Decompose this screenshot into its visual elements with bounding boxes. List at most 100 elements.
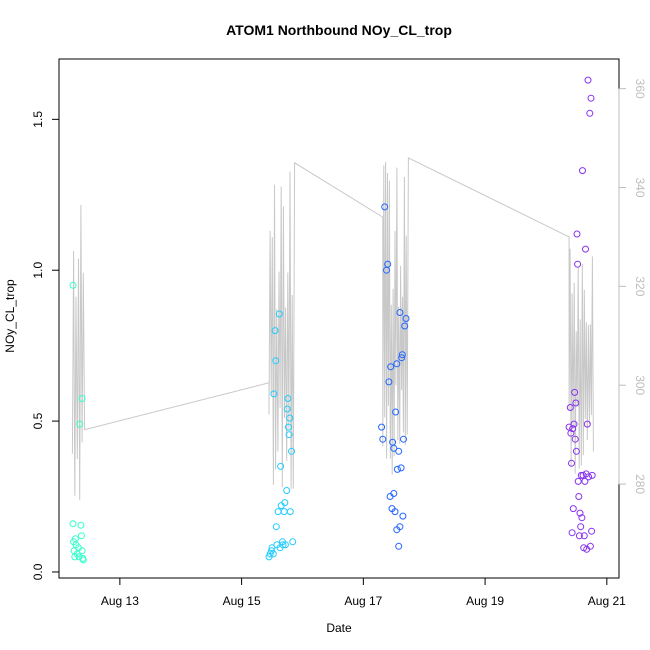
y-tick-label: 0.5	[31, 412, 45, 429]
data-point	[384, 260, 392, 268]
plot-frame	[58, 58, 620, 579]
data-point	[584, 76, 592, 84]
y-tick-label: 1.5	[31, 111, 45, 128]
data-point	[272, 523, 280, 531]
data-point	[381, 203, 389, 211]
y2-tick-label: 340	[633, 177, 647, 197]
data-point	[575, 532, 583, 540]
data-point	[396, 309, 404, 316]
data-point	[397, 464, 405, 472]
data-point	[588, 527, 596, 535]
data-point	[398, 354, 406, 362]
y2-tick-label: 320	[633, 276, 647, 296]
data-point	[281, 499, 289, 507]
data-point	[586, 542, 594, 550]
data-point	[586, 109, 594, 117]
data-point	[566, 404, 574, 411]
y2-axis: 280 300 320 340 360	[618, 79, 647, 494]
data-point	[285, 431, 293, 439]
secondary-series-line	[71, 157, 594, 501]
data-point	[274, 508, 282, 516]
data-point	[387, 363, 395, 371]
data-point	[583, 420, 591, 428]
data-point	[580, 532, 588, 540]
data-point	[378, 423, 386, 431]
data-point	[585, 473, 593, 481]
data-point	[576, 509, 584, 517]
data-point	[272, 357, 280, 365]
secondary-line-layer	[71, 157, 594, 501]
data-point	[379, 435, 387, 443]
x-tick-label: Aug 15	[223, 594, 261, 608]
data-point	[270, 390, 278, 398]
data-point	[279, 541, 287, 549]
data-point	[587, 94, 595, 102]
data-point	[271, 327, 279, 335]
data-point	[385, 378, 393, 386]
data-point	[565, 423, 573, 431]
data-point	[395, 542, 403, 550]
data-point	[78, 395, 86, 402]
data-point	[579, 167, 586, 175]
data-point	[569, 505, 577, 513]
data-point	[391, 508, 399, 516]
y-axis: 0.0 0.5 1.0 1.5	[31, 111, 60, 580]
data-point	[288, 447, 295, 455]
data-point	[572, 399, 580, 407]
data-point	[577, 523, 585, 531]
data-point	[78, 547, 86, 555]
data-point	[399, 512, 407, 520]
data-point	[575, 493, 583, 500]
data-point	[400, 435, 407, 443]
data-point	[588, 471, 596, 479]
data-point	[582, 245, 589, 253]
data-point	[402, 315, 410, 322]
data-point	[266, 550, 274, 558]
data-point	[280, 508, 288, 516]
data-point	[393, 360, 401, 368]
data-point	[401, 322, 409, 330]
x-axis: Aug 13 Aug 15 Aug 17 Aug 19 Aug 21	[101, 577, 626, 608]
data-point	[289, 538, 297, 546]
data-point	[69, 520, 77, 528]
data-point	[573, 230, 581, 238]
data-point	[269, 550, 277, 558]
data-point	[283, 405, 291, 413]
y2-tick-label: 280	[633, 474, 647, 494]
data-point	[572, 447, 580, 455]
data-point	[574, 260, 582, 268]
data-point	[393, 465, 401, 473]
data-point	[69, 281, 77, 289]
data-point	[392, 408, 400, 416]
y-tick-label: 1.0	[31, 262, 45, 279]
data-point	[570, 420, 578, 428]
data-point	[390, 444, 398, 452]
data-point	[78, 532, 85, 540]
data-point	[79, 556, 87, 564]
data-point	[76, 420, 84, 428]
data-point	[390, 490, 398, 497]
x-tick-label: Aug 13	[101, 594, 139, 608]
x-axis-label: Date	[326, 621, 352, 635]
data-point	[281, 541, 289, 549]
data-point	[77, 521, 85, 529]
y2-tick-label: 360	[633, 79, 647, 99]
data-point	[571, 435, 579, 443]
data-point	[568, 459, 575, 467]
data-point	[277, 462, 285, 470]
data-point	[286, 508, 294, 516]
data-point	[568, 529, 576, 537]
data-point	[574, 477, 582, 485]
x-tick-label: Aug 17	[344, 594, 382, 608]
y-axis-label: NOy_CL_trop	[3, 279, 17, 353]
data-point	[286, 414, 294, 422]
x-tick-label: Aug 19	[466, 594, 504, 608]
data-point	[398, 351, 406, 359]
y2-tick-label: 300	[633, 375, 647, 395]
points-layer	[69, 76, 596, 564]
data-point	[571, 388, 579, 396]
data-point	[396, 523, 404, 531]
chart-title: ATOM1 Northbound NOy_CL_trop	[226, 22, 452, 38]
data-point	[581, 477, 589, 485]
y-tick-label: 0.0	[31, 563, 45, 580]
